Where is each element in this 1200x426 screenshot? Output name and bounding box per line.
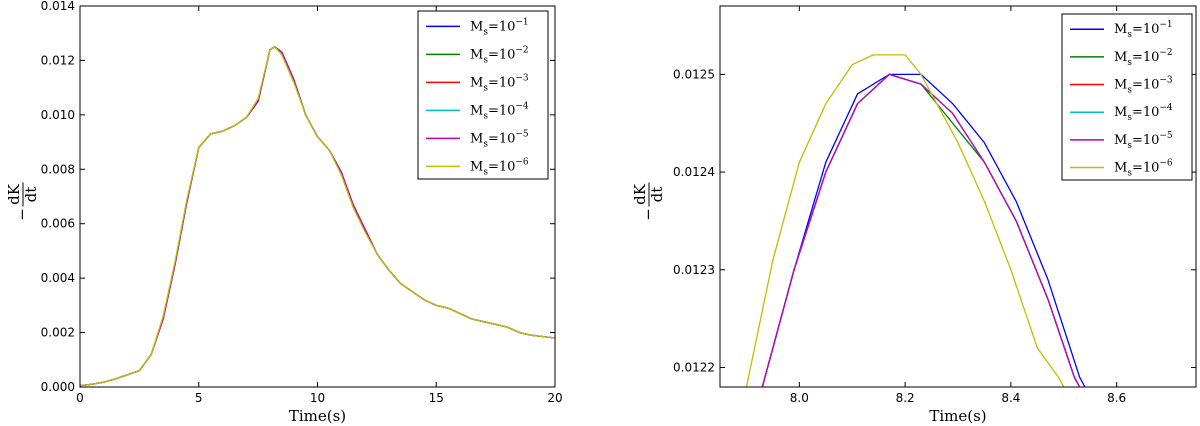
legend-label-2: Ms=10−2 [470, 45, 529, 65]
y-axis-numerator: dK [5, 183, 23, 205]
y-axis-numerator: dK [631, 183, 649, 205]
legend-label-4: Ms=10−4 [1114, 103, 1173, 123]
legend-label-5: Ms=10−5 [470, 129, 529, 149]
series-line-6 [745, 54, 1065, 387]
series-line-5 [761, 73, 1081, 387]
series-line-3 [761, 73, 1081, 387]
legend-label-6: Ms=10−6 [1114, 159, 1173, 179]
y-axis-title: − dK dt [631, 182, 666, 221]
x-tick-label: 0 [76, 391, 84, 405]
series-group [80, 46, 555, 387]
legend-label-6: Ms=10−6 [470, 157, 529, 177]
series-line-1 [761, 73, 1086, 387]
series-line-6 [80, 46, 555, 387]
legend-label-3: Ms=10−3 [470, 73, 529, 93]
legend-label-4: Ms=10−4 [470, 101, 529, 121]
y-tick-label: 0.000 [41, 380, 75, 394]
y-tick-label: 0.014 [41, 0, 75, 13]
legend: Ms=10−1 Ms=10−2 Ms=10−3 Ms=10−4 Ms=10−5 Ms=10… [1061, 13, 1193, 181]
x-tick-label: 5 [195, 391, 203, 405]
y-tick-label: 0.0125 [673, 67, 715, 81]
y-tick-label: 0.004 [41, 271, 75, 285]
legend: Ms=10−1 Ms=10−2 Ms=10−3 Ms=10−4 Ms=10−5 Ms=10… [417, 10, 549, 180]
x-tick-label: 20 [547, 391, 562, 405]
y-axis-denominator: dt [648, 187, 666, 203]
legend-label-5: Ms=10−5 [1114, 131, 1173, 151]
y-tick-label: 0.008 [41, 162, 75, 176]
x-tick-label: 8.6 [1107, 391, 1126, 405]
legend-label-2: Ms=10−2 [1114, 48, 1173, 68]
y-axis-sign: − [639, 208, 657, 221]
y-axis-denominator: dt [22, 187, 40, 203]
x-axis-title: Time(s) [289, 407, 346, 425]
y-axis-title: − dK dt [5, 182, 40, 221]
y-axis-sign: − [13, 208, 31, 221]
x-tick-label: 15 [429, 391, 444, 405]
legend-box [1061, 13, 1193, 181]
x-tick-label: 8.2 [896, 391, 915, 405]
series-group [745, 54, 1086, 387]
x-tick-label: 8.0 [790, 391, 809, 405]
y-tick-label: 0.002 [41, 326, 75, 340]
legend-box [417, 10, 549, 180]
left-chart: 0 5 10 15 20 0.000 0.002 0.004 0.006 0.008 0.010 0.… [5, 0, 563, 425]
legend-label-3: Ms=10−3 [1114, 76, 1173, 96]
series-line-2 [761, 73, 1081, 387]
x-tick-label: 8.4 [1001, 391, 1020, 405]
x-tick-label: 10 [310, 391, 325, 405]
legend-label-1: Ms=10−1 [1114, 20, 1173, 40]
y-tick-label: 0.0122 [673, 360, 715, 374]
y-tick-label: 0.012 [41, 53, 75, 67]
legend-label-1: Ms=10−1 [470, 17, 529, 37]
right-chart: 8.0 8.2 8.4 8.6 0.0122 0.0123 0.0124 0.0125 Time… [631, 5, 1197, 425]
plot-frame [719, 5, 1197, 388]
series-line-4 [761, 73, 1081, 387]
y-tick-label: 0.006 [41, 217, 75, 231]
y-tick-label: 0.0123 [673, 263, 715, 277]
y-tick-label: 0.010 [41, 108, 75, 122]
y-tick-label: 0.0124 [673, 165, 715, 179]
x-axis-title: Time(s) [929, 407, 986, 425]
